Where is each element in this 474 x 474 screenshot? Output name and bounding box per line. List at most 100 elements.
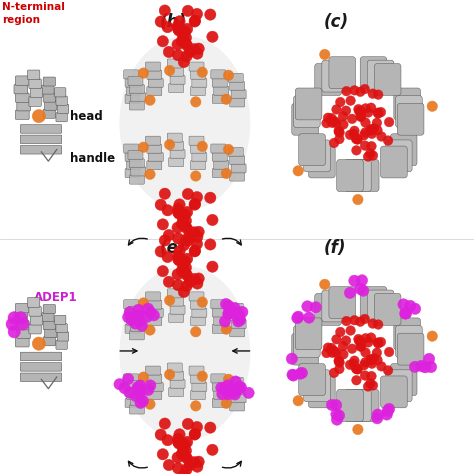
Circle shape	[148, 310, 160, 321]
FancyBboxPatch shape	[230, 155, 245, 165]
Circle shape	[376, 337, 386, 347]
FancyBboxPatch shape	[374, 293, 401, 325]
Circle shape	[182, 5, 193, 17]
FancyBboxPatch shape	[212, 94, 227, 103]
FancyBboxPatch shape	[381, 376, 407, 408]
Circle shape	[216, 382, 227, 393]
Circle shape	[191, 48, 203, 59]
Circle shape	[366, 125, 375, 134]
FancyBboxPatch shape	[17, 329, 30, 338]
Circle shape	[423, 353, 435, 365]
FancyBboxPatch shape	[292, 333, 319, 365]
Circle shape	[342, 316, 351, 326]
Circle shape	[155, 16, 166, 27]
Circle shape	[180, 450, 191, 462]
FancyBboxPatch shape	[169, 83, 183, 92]
FancyBboxPatch shape	[230, 402, 245, 411]
Circle shape	[334, 126, 344, 136]
FancyBboxPatch shape	[55, 88, 66, 97]
Circle shape	[207, 444, 218, 456]
Circle shape	[162, 21, 173, 33]
Circle shape	[366, 333, 376, 342]
Circle shape	[363, 152, 373, 161]
FancyBboxPatch shape	[304, 140, 330, 172]
Circle shape	[335, 358, 345, 367]
Circle shape	[173, 207, 184, 218]
FancyBboxPatch shape	[337, 160, 364, 191]
FancyBboxPatch shape	[397, 333, 424, 365]
FancyBboxPatch shape	[329, 57, 356, 89]
Circle shape	[328, 118, 337, 128]
Circle shape	[356, 342, 365, 352]
FancyBboxPatch shape	[15, 303, 29, 313]
FancyBboxPatch shape	[170, 149, 185, 158]
FancyBboxPatch shape	[293, 326, 320, 357]
FancyBboxPatch shape	[20, 125, 62, 133]
Circle shape	[243, 387, 254, 399]
FancyBboxPatch shape	[169, 158, 183, 167]
Circle shape	[230, 376, 241, 387]
Circle shape	[173, 254, 184, 265]
FancyBboxPatch shape	[191, 70, 205, 79]
Circle shape	[134, 315, 146, 327]
FancyBboxPatch shape	[124, 374, 138, 383]
Circle shape	[173, 463, 184, 474]
FancyBboxPatch shape	[212, 169, 227, 178]
Circle shape	[360, 141, 370, 150]
Circle shape	[179, 209, 191, 220]
FancyBboxPatch shape	[192, 383, 207, 392]
Circle shape	[327, 343, 336, 353]
FancyBboxPatch shape	[170, 75, 185, 84]
Circle shape	[181, 453, 192, 464]
FancyBboxPatch shape	[212, 324, 227, 333]
Circle shape	[189, 227, 200, 238]
Circle shape	[189, 44, 200, 55]
Circle shape	[349, 129, 358, 138]
Circle shape	[223, 389, 234, 400]
Circle shape	[205, 9, 216, 20]
Circle shape	[419, 362, 431, 373]
FancyBboxPatch shape	[167, 133, 182, 142]
Circle shape	[353, 424, 363, 435]
Circle shape	[365, 149, 375, 158]
Circle shape	[355, 337, 364, 346]
Circle shape	[219, 316, 231, 327]
FancyBboxPatch shape	[124, 144, 138, 153]
FancyBboxPatch shape	[212, 308, 227, 317]
FancyBboxPatch shape	[129, 84, 145, 94]
Circle shape	[135, 397, 146, 409]
FancyBboxPatch shape	[146, 292, 160, 301]
Circle shape	[8, 326, 20, 338]
FancyBboxPatch shape	[231, 319, 246, 328]
Circle shape	[157, 448, 168, 460]
FancyBboxPatch shape	[129, 101, 145, 110]
Circle shape	[173, 437, 184, 448]
FancyBboxPatch shape	[131, 93, 146, 102]
FancyBboxPatch shape	[322, 60, 348, 92]
Circle shape	[197, 141, 208, 152]
Circle shape	[368, 319, 377, 328]
FancyBboxPatch shape	[128, 306, 143, 315]
FancyBboxPatch shape	[20, 135, 62, 144]
Circle shape	[374, 90, 383, 100]
Circle shape	[322, 118, 331, 128]
Circle shape	[331, 409, 342, 420]
Circle shape	[182, 23, 193, 35]
FancyBboxPatch shape	[146, 366, 160, 375]
Circle shape	[162, 205, 173, 216]
Circle shape	[235, 382, 246, 393]
FancyBboxPatch shape	[374, 64, 401, 95]
Circle shape	[372, 348, 382, 357]
Circle shape	[224, 383, 236, 395]
Circle shape	[350, 315, 359, 325]
Circle shape	[135, 380, 146, 391]
FancyBboxPatch shape	[189, 62, 204, 71]
Circle shape	[177, 210, 189, 221]
Circle shape	[181, 51, 192, 62]
FancyBboxPatch shape	[293, 96, 320, 128]
Circle shape	[367, 371, 376, 381]
Circle shape	[302, 301, 313, 312]
FancyBboxPatch shape	[309, 376, 335, 408]
Circle shape	[159, 418, 171, 429]
Circle shape	[163, 459, 174, 471]
